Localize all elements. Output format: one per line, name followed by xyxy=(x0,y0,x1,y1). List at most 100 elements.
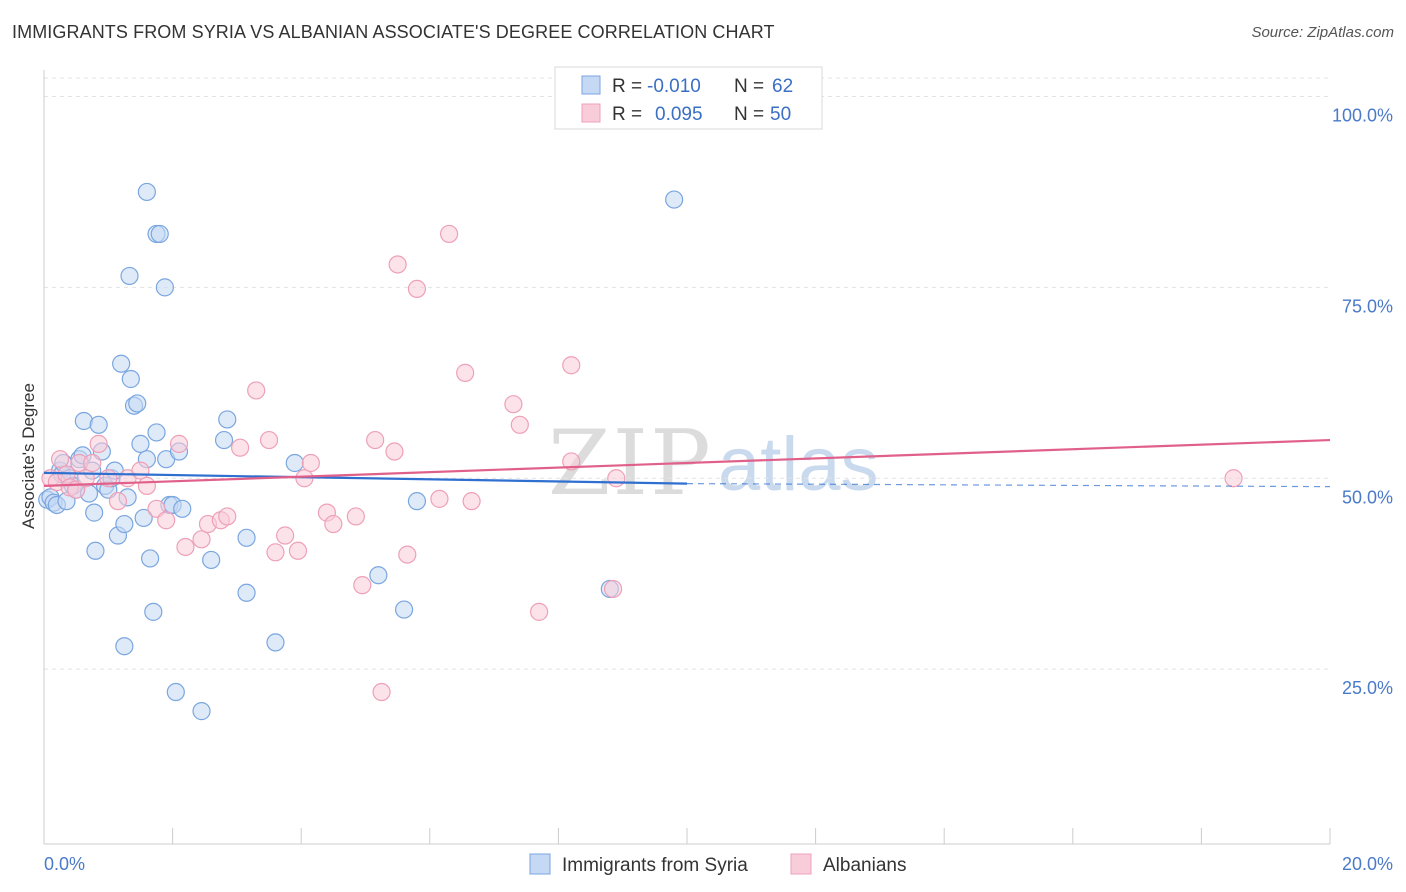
data-point-albanians xyxy=(562,356,581,375)
legend-swatch-syria xyxy=(581,75,601,95)
data-point-syria xyxy=(144,602,163,621)
data-point-albanians xyxy=(388,255,407,274)
data-point-albanians xyxy=(510,415,529,434)
legend-n-label-syria: N = xyxy=(734,76,764,97)
bottom-legend-swatch-albanians xyxy=(790,853,812,875)
data-point-albanians xyxy=(430,489,449,508)
data-point-syria xyxy=(112,354,131,373)
legend-r-label-albanians: R = xyxy=(612,104,642,125)
data-point-syria xyxy=(134,508,153,528)
data-point-albanians xyxy=(1224,469,1243,488)
axes: 25.0% 50.0% 75.0% 100.0% 0.0% 20.0% xyxy=(43,70,1393,874)
chart-title: IMMIGRANTS FROM SYRIA VS ALBANIAN ASSOCI… xyxy=(12,22,775,42)
data-point-albanians xyxy=(504,395,523,414)
bottom-legend-swatch-syria xyxy=(529,853,551,875)
data-point-syria xyxy=(147,423,166,442)
bottom-legend-label-albanians: Albanians xyxy=(823,855,906,876)
legend-n-label-albanians: N = xyxy=(734,104,764,125)
data-point-albanians xyxy=(366,430,385,450)
data-point-syria xyxy=(115,637,134,656)
data-point-albanians xyxy=(218,507,237,526)
y-axis-label: Associate's Degree xyxy=(19,383,38,529)
bottom-legend-label-syria: Immigrants from Syria xyxy=(562,855,748,876)
data-point-syria xyxy=(166,682,185,702)
data-point-albanians xyxy=(231,438,250,457)
data-point-syria xyxy=(155,278,174,297)
data-point-syria xyxy=(128,394,147,413)
y-tick-label: 75.0% xyxy=(1342,296,1393,316)
data-point-albanians xyxy=(562,452,581,471)
data-point-albanians xyxy=(137,476,156,495)
trend-line-albanians xyxy=(43,438,1331,487)
watermark-atlas: atlas xyxy=(718,422,879,507)
data-point-albanians xyxy=(462,492,481,511)
gridlines xyxy=(44,77,1330,670)
data-point-albanians xyxy=(385,442,404,461)
data-point-syria xyxy=(237,528,256,547)
data-point-albanians xyxy=(266,543,285,562)
legend-n-value-albanians: 50 xyxy=(770,104,791,125)
y-tick-label: 50.0% xyxy=(1342,487,1393,507)
legend-r-value-albanians: 0.095 xyxy=(655,104,703,125)
data-point-albanians xyxy=(456,363,475,382)
watermark: ZIP atlas xyxy=(548,411,879,516)
data-point-albanians xyxy=(324,514,343,534)
data-point-albanians xyxy=(607,469,626,488)
data-point-albanians xyxy=(288,541,308,560)
data-point-albanians xyxy=(192,530,211,549)
data-point-syria xyxy=(115,514,134,534)
data-point-syria xyxy=(394,600,414,619)
stats-legend: R = -0.010 N = 62 R = 0.095 N = 50 xyxy=(554,66,823,130)
data-point-albanians xyxy=(372,682,391,702)
data-point-albanians xyxy=(259,430,279,450)
data-point-albanians xyxy=(176,537,195,557)
data-point-syria xyxy=(266,633,285,652)
data-point-albanians xyxy=(276,526,295,545)
data-point-syria xyxy=(140,549,160,568)
y-tick-label: 25.0% xyxy=(1342,678,1393,698)
legend-r-label-syria: R = xyxy=(612,76,642,97)
legend-n-value-syria: 62 xyxy=(772,76,793,97)
data-point-syria xyxy=(192,702,211,721)
data-point-syria xyxy=(407,492,427,511)
data-point-syria xyxy=(150,224,169,244)
data-point-albanians xyxy=(407,279,427,299)
data-point-albanians xyxy=(157,511,176,530)
data-point-syria xyxy=(173,499,192,518)
x-tick-label-max: 20.0% xyxy=(1342,854,1393,874)
data-point-albanians xyxy=(301,453,320,473)
data-point-albanians xyxy=(603,579,623,599)
data-point-syria xyxy=(89,415,108,434)
data-point-syria xyxy=(120,266,139,286)
data-point-albanians xyxy=(398,545,417,564)
data-point-syria xyxy=(214,430,234,450)
data-point-syria xyxy=(237,583,256,602)
data-point-albanians xyxy=(169,434,189,453)
legend-r-value-syria: -0.010 xyxy=(647,76,701,97)
data-point-syria xyxy=(369,566,388,585)
data-point-syria xyxy=(218,410,237,429)
data-point-albanians xyxy=(89,434,108,453)
data-point-syria xyxy=(285,453,304,473)
trend-line-extension-syria xyxy=(686,482,1331,488)
data-point-syria xyxy=(131,434,150,453)
data-point-syria xyxy=(121,369,140,389)
data-points xyxy=(38,182,1243,721)
y-tick-label: 100.0% xyxy=(1332,106,1393,126)
data-point-syria xyxy=(85,503,104,522)
data-point-albanians xyxy=(83,453,102,473)
trend-lines xyxy=(43,438,1331,488)
series-legend: Immigrants from Syria Albanians xyxy=(529,853,906,876)
trend-line-syria xyxy=(43,471,688,485)
x-tick-label-min: 0.0% xyxy=(44,854,85,874)
data-point-syria xyxy=(202,550,221,570)
data-point-albanians xyxy=(50,450,70,469)
data-point-albanians xyxy=(353,576,372,595)
data-point-syria xyxy=(137,182,156,202)
data-point-albanians xyxy=(530,602,549,621)
data-point-albanians xyxy=(131,461,150,480)
data-point-albanians xyxy=(247,381,266,400)
legend-swatch-albanians xyxy=(581,103,601,123)
data-point-syria xyxy=(86,541,105,560)
